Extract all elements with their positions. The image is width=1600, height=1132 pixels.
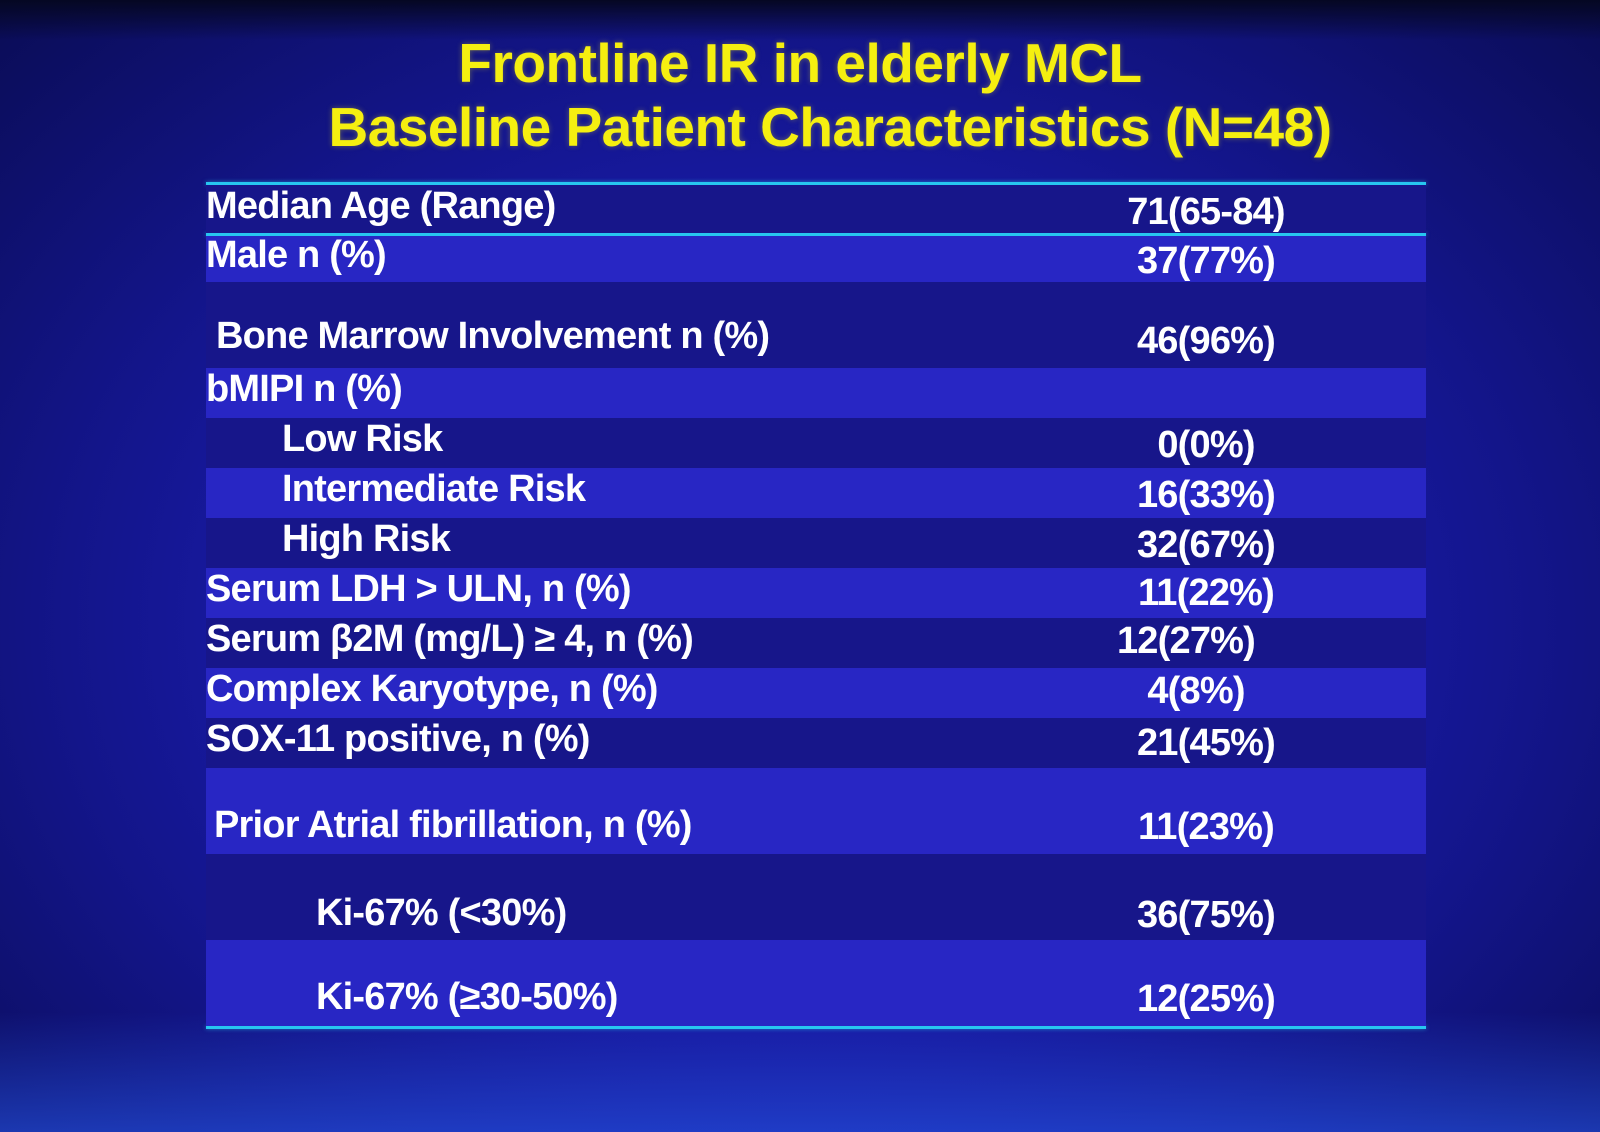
- row-value: 12(25%): [1136, 978, 1276, 1020]
- table-row-low-risk: Low Risk 0(0%): [206, 418, 1426, 468]
- table-row-serum-ldh: Serum LDH > ULN, n (%) 11(22%): [206, 568, 1426, 618]
- table-header-rule: [206, 233, 1426, 236]
- row-value: 37(77%): [1136, 240, 1276, 282]
- row-label: Serum LDH > ULN, n (%): [206, 568, 632, 610]
- row-label: Low Risk: [282, 418, 443, 460]
- table-row-bmipi: bMIPI n (%): [206, 368, 1426, 418]
- row-value: 12(27%): [1116, 620, 1256, 662]
- table-row-bone-marrow: Bone Marrow Involvement n (%) 46(96%): [206, 282, 1426, 368]
- table-bottom-rule: [206, 1026, 1426, 1029]
- row-value: 46(96%): [1136, 320, 1276, 362]
- table-row-serum-b2m: Serum β2M (mg/L) ≥ 4, n (%) 12(27%): [206, 618, 1426, 668]
- row-value: 11(22%): [1138, 572, 1275, 614]
- row-label: SOX-11 positive, n (%): [206, 718, 590, 760]
- slide-title-line2: Baseline Patient Characteristics (N=48): [328, 96, 1332, 158]
- table-row-median-age: Median Age (Range) 71(65-84): [206, 185, 1426, 233]
- row-label: Male n (%): [206, 234, 387, 276]
- row-label: Intermediate Risk: [282, 468, 586, 510]
- row-label: Ki-67% (<30%): [316, 892, 567, 934]
- row-value: 32(67%): [1136, 524, 1276, 566]
- row-value: 21(45%): [1136, 722, 1276, 764]
- table-top-rule: [206, 182, 1426, 185]
- row-value: 11(23%): [1138, 806, 1275, 848]
- row-label: High Risk: [282, 518, 451, 560]
- row-label: Complex Karyotype, n (%): [206, 668, 658, 710]
- row-label: Serum β2M (mg/L) ≥ 4, n (%): [206, 618, 694, 660]
- row-value: 4(8%): [1147, 670, 1245, 712]
- row-label: Prior Atrial fibrillation, n (%): [214, 804, 692, 846]
- screen-top-shade: [0, 0, 1600, 40]
- row-label: Ki-67% (≥30-50%): [316, 976, 618, 1018]
- row-value: 0(0%): [1157, 424, 1255, 466]
- table-row-ki67-high: Ki-67% (≥30-50%) 12(25%): [206, 940, 1426, 1026]
- table-row-complex-karyotype: Complex Karyotype, n (%) 4(8%): [206, 668, 1426, 718]
- row-label: Median Age (Range): [206, 185, 556, 227]
- table-row-male: Male n (%) 37(77%): [206, 234, 1426, 282]
- table-row-high-risk: High Risk 32(67%): [206, 518, 1426, 568]
- table-row-ki67-low: Ki-67% (<30%) 36(75%): [206, 854, 1426, 940]
- row-label: Bone Marrow Involvement n (%): [216, 315, 770, 357]
- row-value: 36(75%): [1136, 894, 1276, 936]
- table-row-atrial-fibrillation: Prior Atrial fibrillation, n (%) 11(23%): [206, 768, 1426, 854]
- row-label: bMIPI n (%): [206, 368, 403, 410]
- characteristics-table: Median Age (Range) 71(65-84) Male n (%) …: [206, 182, 1426, 1029]
- slide-title-line1: Frontline IR in elderly MCL: [458, 32, 1142, 94]
- table-row-intermediate-risk: Intermediate Risk 16(33%): [206, 468, 1426, 518]
- screen-bottom-glow: [0, 1012, 1600, 1132]
- table-row-sox11: SOX-11 positive, n (%) 21(45%): [206, 718, 1426, 768]
- row-value: 71(65-84): [1127, 191, 1285, 233]
- row-value: 16(33%): [1136, 474, 1276, 516]
